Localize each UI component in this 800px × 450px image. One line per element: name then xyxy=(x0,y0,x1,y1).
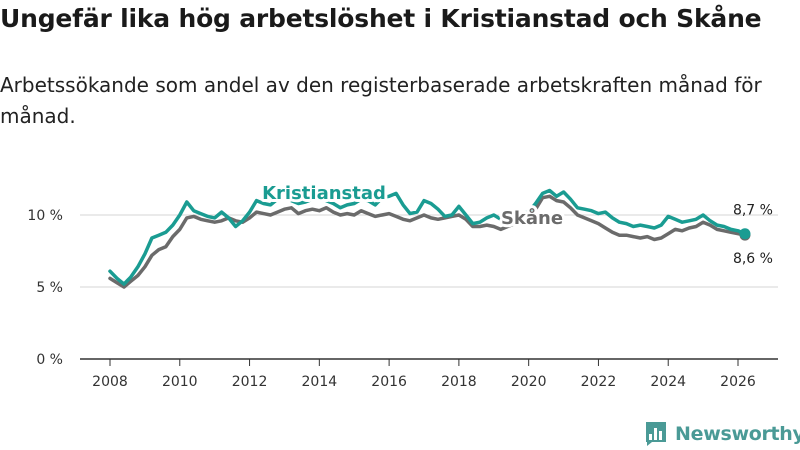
series-line-skåne xyxy=(108,194,747,289)
x-tick-label: 2026 xyxy=(720,374,756,390)
bar-chart-logo-icon xyxy=(646,422,666,446)
chart-grid xyxy=(80,214,778,360)
x-tick-label: 2022 xyxy=(581,374,617,390)
end-value-label-kristianstad: 8,7 % xyxy=(733,203,773,219)
x-tick-label: 2010 xyxy=(162,374,198,390)
x-tick-label: 2024 xyxy=(650,374,686,390)
x-tick-label: 2008 xyxy=(92,374,128,390)
y-axis-ticks: 0 % 5 % 10 % xyxy=(27,208,63,368)
x-tick-label: 2018 xyxy=(441,374,477,390)
x-tick-label: 2016 xyxy=(371,374,407,390)
y-tick-label: 0 % xyxy=(36,352,63,368)
series-label-skane: Skåne xyxy=(501,207,563,229)
x-tick-label: 2014 xyxy=(302,374,338,390)
series-label-kristianstad: Kristianstad xyxy=(262,183,386,204)
series-end-point-kristianstad xyxy=(739,228,751,240)
chart-series xyxy=(108,188,751,289)
series-label-kristianstad-halo: Kristianstad xyxy=(262,183,386,204)
y-tick-label: 10 % xyxy=(27,208,63,224)
series-line-kristianstad xyxy=(108,188,747,286)
x-axis: 2008 2010 2012 2014 2016 2018 2020 2022 2024 2026 xyxy=(92,359,756,390)
end-value-label-skane: 8,6 % xyxy=(733,251,773,267)
page-subtitle: Arbetssökande som andel av den registerb… xyxy=(0,73,762,128)
y-tick-label: 5 % xyxy=(36,280,63,296)
brand-name: Newsworthy xyxy=(675,423,800,445)
page-title: Ungefär lika hög arbetslöshet i Kristian… xyxy=(0,4,762,33)
x-tick-label: 2020 xyxy=(511,374,547,390)
series-label-skane-halo: Skåne xyxy=(501,207,563,229)
brand-logo: Newsworthy xyxy=(644,420,800,448)
x-tick-label: 2012 xyxy=(232,374,268,390)
